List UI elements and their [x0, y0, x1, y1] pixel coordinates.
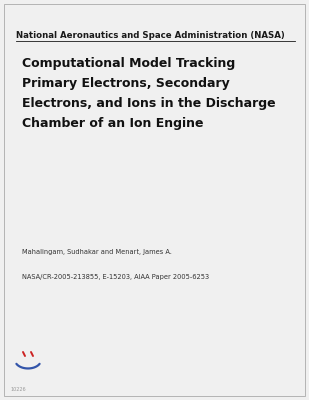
Text: Primary Electrons, Secondary: Primary Electrons, Secondary — [22, 77, 230, 90]
Text: Mahalingam, Sudhakar and Menart, James A.: Mahalingam, Sudhakar and Menart, James A… — [22, 249, 172, 255]
Text: Electrons, and Ions in the Discharge: Electrons, and Ions in the Discharge — [22, 97, 276, 110]
Text: NASA/CR-2005-213855, E-15203, AIAA Paper 2005-6253: NASA/CR-2005-213855, E-15203, AIAA Paper… — [22, 274, 209, 280]
Text: National Aeronautics and Space Administration (NASA): National Aeronautics and Space Administr… — [16, 31, 285, 40]
Text: Chamber of an Ion Engine: Chamber of an Ion Engine — [22, 117, 204, 130]
Text: Computational Model Tracking: Computational Model Tracking — [22, 57, 235, 70]
Text: 10226: 10226 — [10, 387, 26, 392]
